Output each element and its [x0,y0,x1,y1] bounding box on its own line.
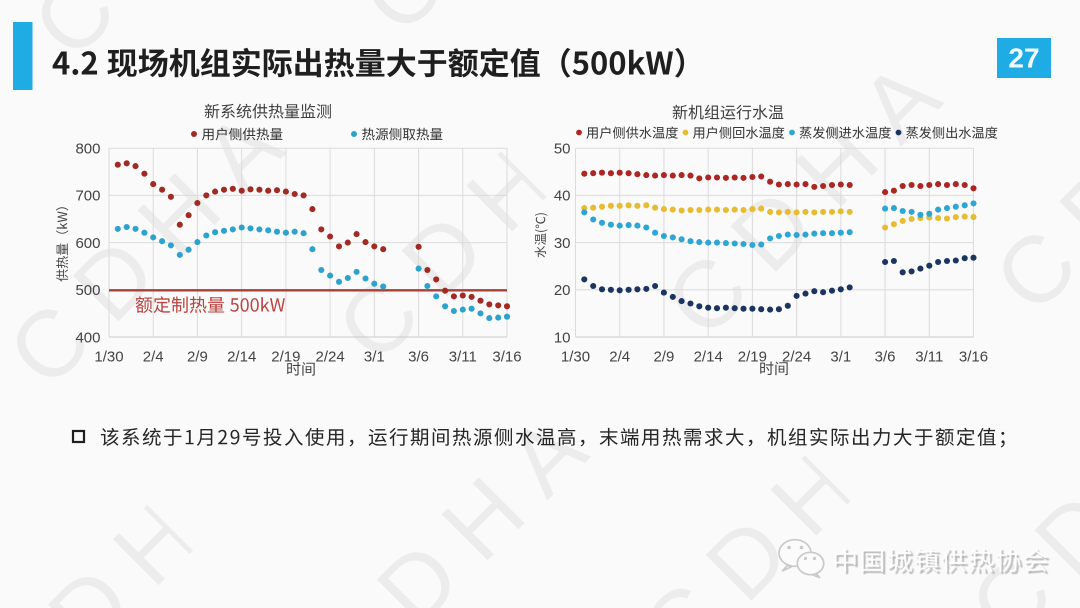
svg-text:800: 800 [75,141,100,158]
svg-text:2/4: 2/4 [609,349,630,366]
svg-text:1/30: 1/30 [561,349,590,366]
svg-text:2/14: 2/14 [227,349,256,366]
svg-text:2/19: 2/19 [271,349,300,366]
svg-text:2/19: 2/19 [738,349,767,366]
svg-text:3/6: 3/6 [408,349,429,366]
svg-text:400: 400 [75,329,100,346]
svg-text:20: 20 [554,282,571,299]
svg-text:3/1: 3/1 [830,349,851,366]
svg-text:500: 500 [75,282,100,299]
svg-text:40: 40 [554,188,571,205]
svg-text:3/1: 3/1 [364,349,385,366]
svg-text:2/24: 2/24 [315,349,344,366]
svg-text:3/16: 3/16 [959,349,988,366]
svg-text:2/24: 2/24 [782,349,811,366]
svg-text:27: 27 [1008,43,1039,74]
svg-text:2/4: 2/4 [143,349,164,366]
svg-text:3/16: 3/16 [492,349,521,366]
svg-text:2/9: 2/9 [653,349,674,366]
svg-text:700: 700 [75,188,100,205]
svg-text:1/30: 1/30 [94,349,123,366]
svg-text:3/11: 3/11 [449,349,477,366]
svg-text:3/11: 3/11 [915,349,943,366]
svg-text:600: 600 [75,235,100,252]
svg-text:10: 10 [554,329,571,346]
svg-text:2/9: 2/9 [187,349,208,366]
svg-text:50: 50 [554,141,571,158]
svg-text:3/6: 3/6 [875,349,896,366]
svg-text:2/14: 2/14 [694,349,723,366]
svg-text:30: 30 [554,235,571,252]
